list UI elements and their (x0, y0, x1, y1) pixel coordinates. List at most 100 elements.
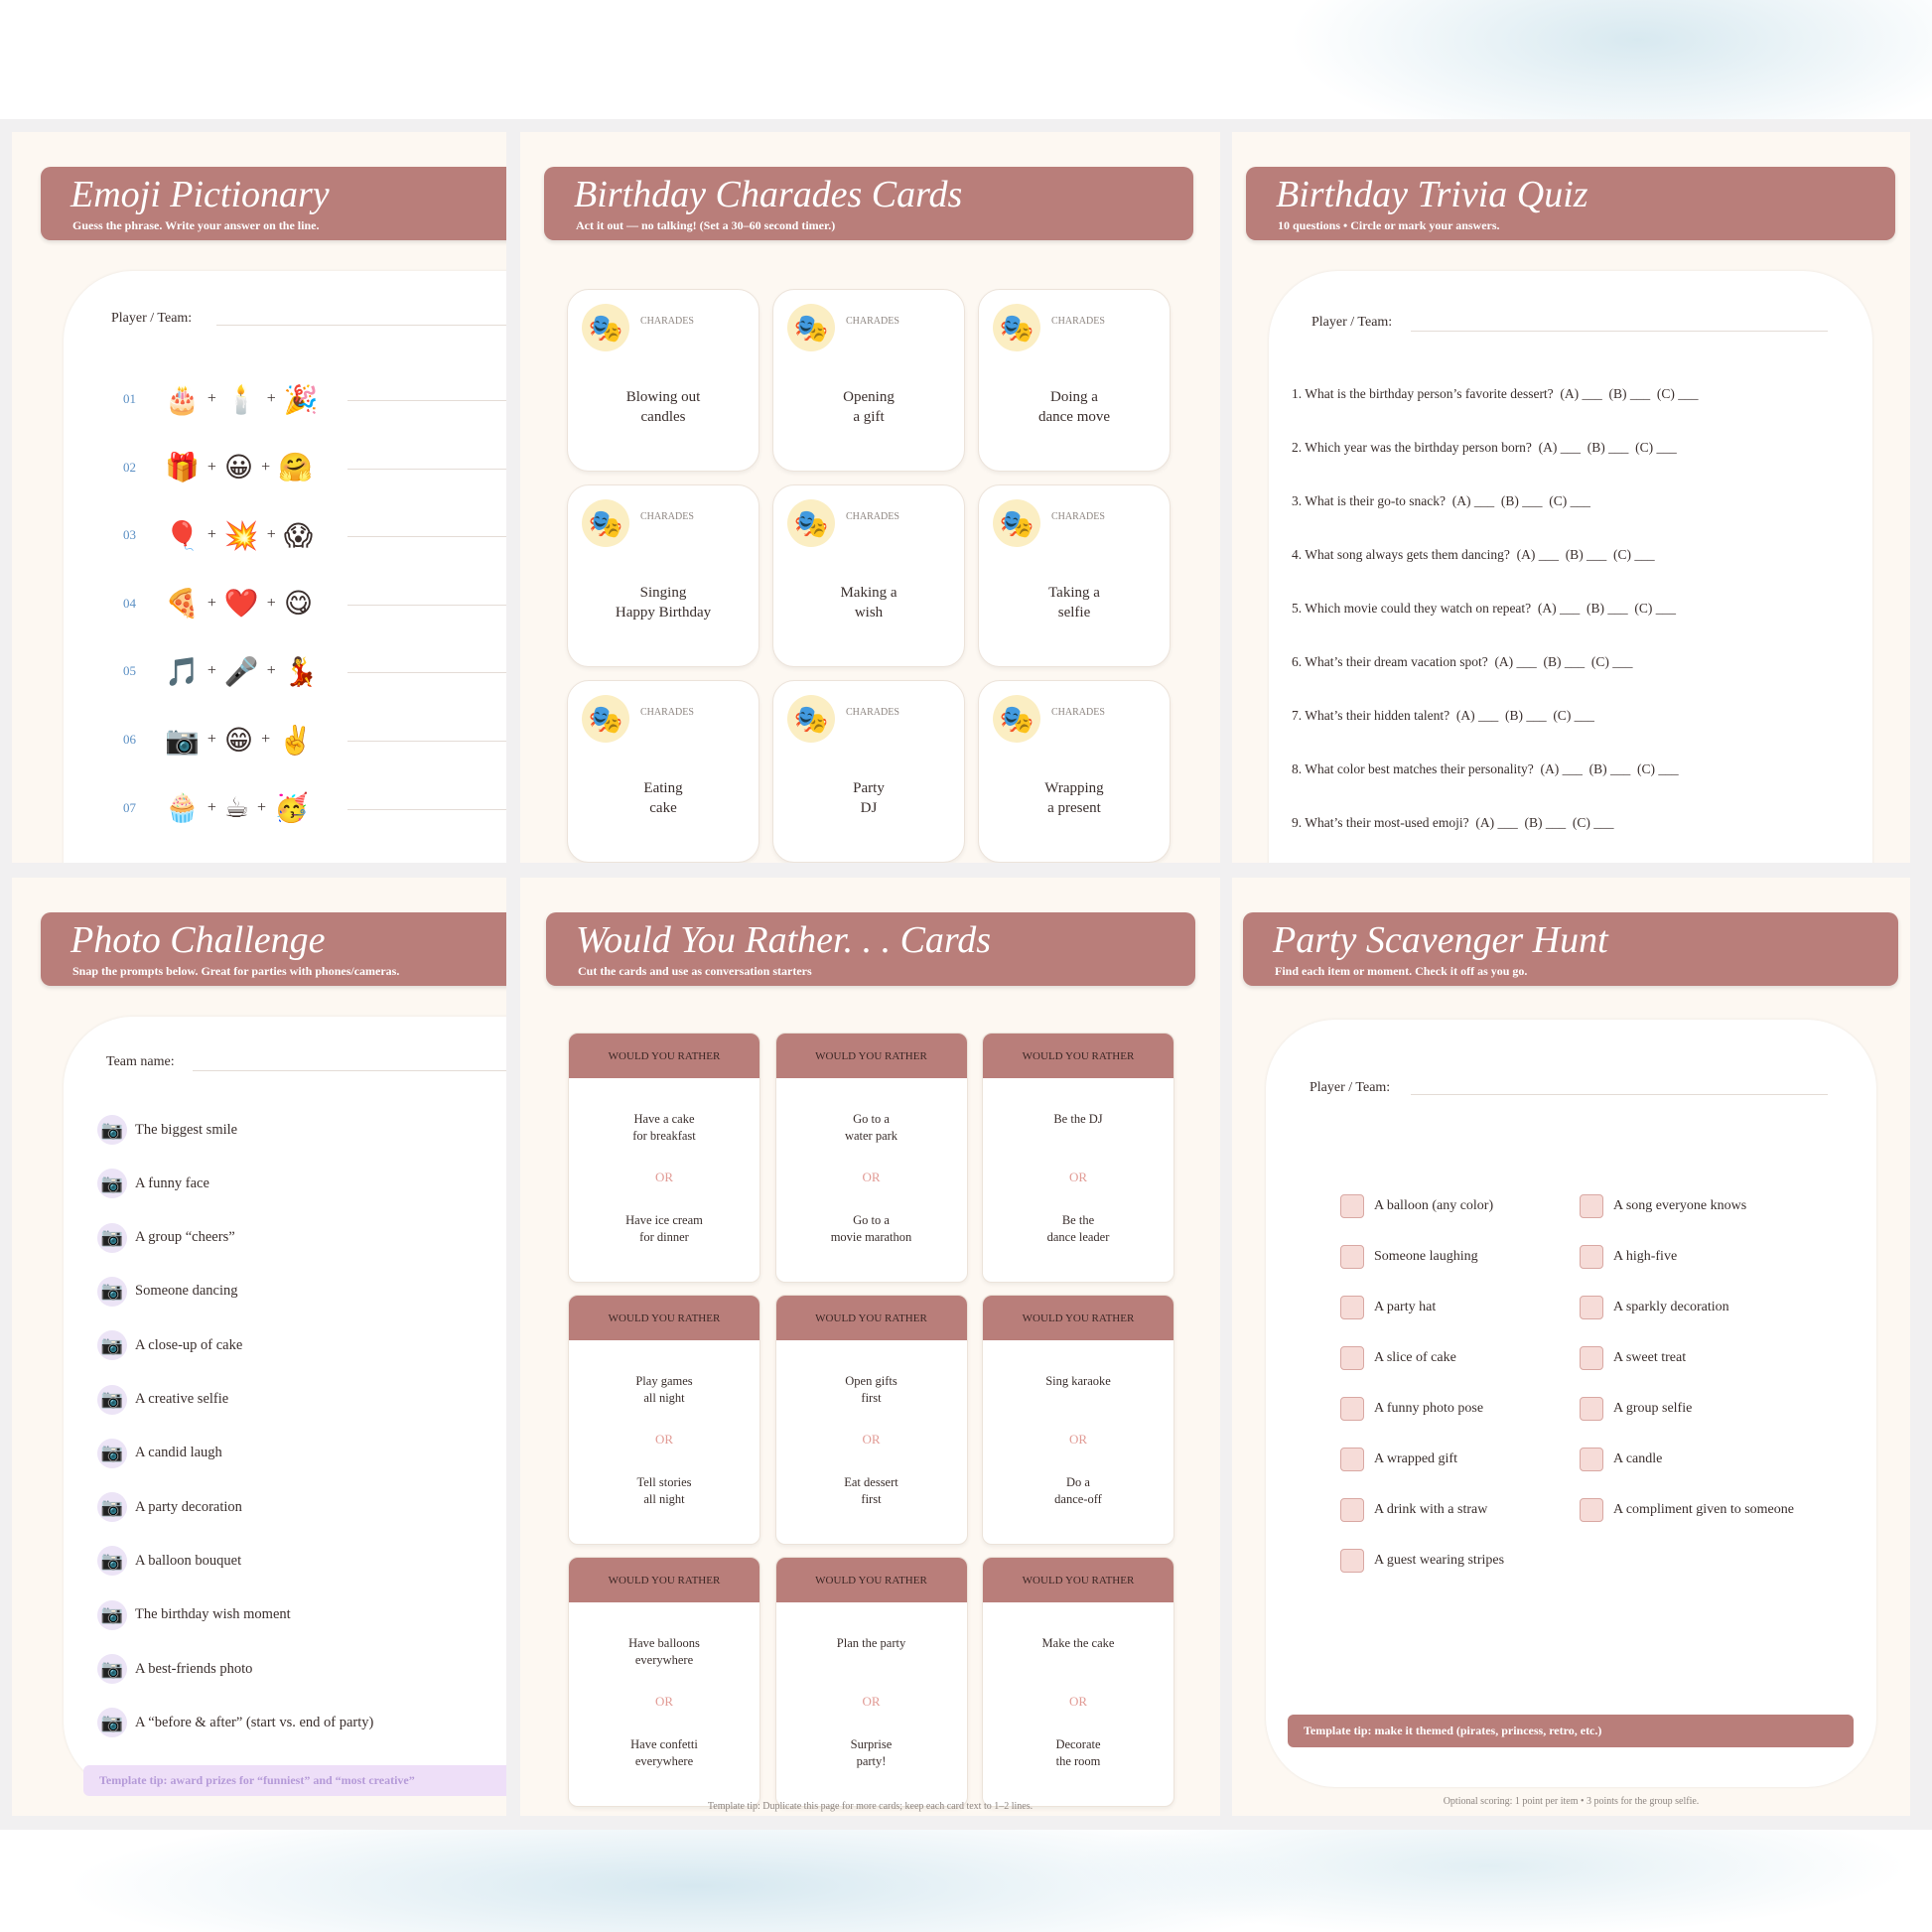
charade-card: 🎭 CHARADES Party DJ (772, 680, 965, 863)
emoji-pictionary-page: Emoji Pictionary Guess the phrase. Write … (12, 132, 506, 863)
plus-sign: + (257, 798, 267, 816)
item-text: A sweet treat (1613, 1350, 1687, 1365)
item-text: Someone laughing (1374, 1249, 1478, 1264)
plus-sign: + (266, 526, 276, 544)
prompt-text: The birthday wish moment (135, 1606, 291, 1623)
prompt-text: Someone dancing (135, 1283, 238, 1300)
mask-icon: 🎭 (582, 695, 629, 743)
plus-sign: + (207, 526, 216, 544)
row-number: 03 (123, 527, 136, 543)
card-header: WOULD YOU RATHER (775, 1034, 967, 1078)
camera-icon: 📷 (97, 1222, 127, 1253)
prompt-row: 📷 A creative selfie (97, 1384, 228, 1415)
hunt-item: A drink with a straw (1340, 1498, 1487, 1522)
camera-icon: 📷 (97, 1384, 127, 1415)
hunt-item: A song everyone knows (1580, 1194, 1746, 1218)
emoji: ✌️ (278, 723, 314, 757)
charade-card: 🎭 CHARADES Singing Happy Birthday (567, 484, 759, 667)
or-label: OR (654, 1170, 674, 1184)
charade-card: 🎭 CHARADES Eating cake (567, 680, 759, 863)
emoji: ☕ (223, 791, 250, 825)
mask-icon: 🎭 (787, 304, 835, 351)
emoji: 💃 (283, 654, 319, 688)
hunt-item: Someone laughing (1340, 1245, 1478, 1269)
item-text: A guest wearing stripes (1374, 1553, 1505, 1568)
camera-icon: 📷 (97, 1492, 127, 1523)
prompt-text: A best-friends photo (135, 1660, 253, 1677)
card-text: Opening a gift (843, 389, 895, 425)
card-label: CHARADES (640, 707, 694, 718)
emoji-row: 06 📷 + 😁 + ✌️ (123, 723, 313, 757)
option-a: Plan the party (836, 1636, 906, 1650)
answer-line (347, 604, 506, 606)
emoji: 🕯️ (223, 382, 259, 416)
page-subtitle: Find each item or moment. Check it off a… (1275, 964, 1528, 978)
option-a: Be the DJ (1053, 1112, 1103, 1126)
emoji: 🎤 (223, 654, 259, 688)
emoji-row: 05 🎵 + 🎤 + 💃 (123, 654, 319, 688)
question: 6. What’s their dream vacation spot? (A)… (1292, 654, 1633, 669)
hunt-item: A candle (1580, 1448, 1662, 1471)
hunt-item: A group selfie (1580, 1397, 1692, 1421)
item-text: A song everyone knows (1613, 1198, 1747, 1213)
row-number: 02 (123, 459, 136, 475)
plus-sign: + (207, 662, 216, 680)
prompt-row: 📷 A group “cheers” (97, 1222, 235, 1253)
emoji: 🎁 (165, 451, 200, 484)
hunt-item: A slice of cake (1340, 1346, 1456, 1370)
or-label: OR (1068, 1432, 1088, 1447)
card-label: CHARADES (1051, 511, 1105, 522)
card-label: CHARADES (640, 316, 694, 327)
prompt-row: 📷 A funny face (97, 1169, 209, 1199)
page-subtitle: 10 questions • Circle or mark your answe… (1278, 218, 1500, 232)
answer-line (1411, 331, 1828, 332)
or-label: OR (1068, 1694, 1088, 1709)
item-text: A drink with a straw (1374, 1502, 1488, 1517)
answer-line (216, 325, 506, 326)
checkbox (1580, 1346, 1603, 1370)
or-label: OR (654, 1432, 674, 1447)
card-label: CHARADES (846, 511, 899, 522)
photo-challenge-page: Photo Challenge Snap the prompts below. G… (12, 878, 506, 1816)
player-label: Player / Team: (111, 311, 193, 326)
answer-line (347, 672, 506, 674)
item-text: A balloon (any color) (1374, 1198, 1494, 1213)
option-a: Open gifts first (845, 1374, 897, 1405)
would-you-rather-page: Would You Rather. . . Cards Cut the cards… (520, 878, 1220, 1816)
emoji: ❤️ (223, 587, 259, 621)
charade-card: 🎭 CHARADES Wrapping a present (978, 680, 1171, 863)
wyr-card: WOULD YOU RATHER Go to a water park OR Go t… (774, 1033, 968, 1283)
answer-line (347, 808, 506, 810)
card-text: Singing Happy Birthday (615, 585, 712, 621)
footer-note: Optional scoring: 1 point per item • 3 p… (1443, 1796, 1700, 1807)
prompt-text: A close-up of cake (135, 1336, 243, 1353)
prompt-text: A group “cheers” (135, 1229, 235, 1246)
page-subtitle: Guess the phrase. Write your answer on t… (72, 218, 320, 232)
item-text: A sparkly decoration (1613, 1300, 1729, 1314)
or-label: OR (1068, 1170, 1088, 1184)
player-label: Player / Team: (1311, 315, 1393, 330)
hunt-item: A balloon (any color) (1340, 1194, 1493, 1218)
page-title: Would You Rather. . . Cards (576, 919, 992, 961)
item-text: A slice of cake (1374, 1350, 1456, 1365)
emoji: 🍕 (165, 587, 200, 621)
page-title: Emoji Pictionary (70, 174, 330, 215)
checkbox (1580, 1245, 1603, 1269)
page-subtitle: Act it out — no talking! (Set a 30–60 se… (576, 218, 836, 232)
option-a: Have a cake for breakfast (632, 1112, 696, 1143)
checkbox (1340, 1397, 1364, 1421)
charades-page: Birthday Charades Cards Act it out — no t… (520, 132, 1220, 863)
emoji: 🎉 (283, 382, 319, 416)
option-b: Tell stories all night (636, 1475, 692, 1506)
prompt-text: The biggest smile (135, 1121, 238, 1138)
emoji: 🥳 (274, 791, 309, 825)
prompt-row: 📷 A close-up of cake (97, 1330, 243, 1361)
wyr-card: WOULD YOU RATHER Plan the party OR Surprise… (774, 1557, 968, 1807)
tip-bar: Template tip: award prizes for “funniest… (83, 1765, 506, 1796)
card-header: WOULD YOU RATHER (569, 1558, 759, 1602)
option-a: Have balloons everywhere (628, 1636, 700, 1667)
row-number: 07 (123, 799, 136, 815)
checkbox (1580, 1296, 1603, 1319)
prompt-text: A candid laugh (135, 1445, 222, 1461)
page-title: Birthday Trivia Quiz (1276, 174, 1588, 215)
